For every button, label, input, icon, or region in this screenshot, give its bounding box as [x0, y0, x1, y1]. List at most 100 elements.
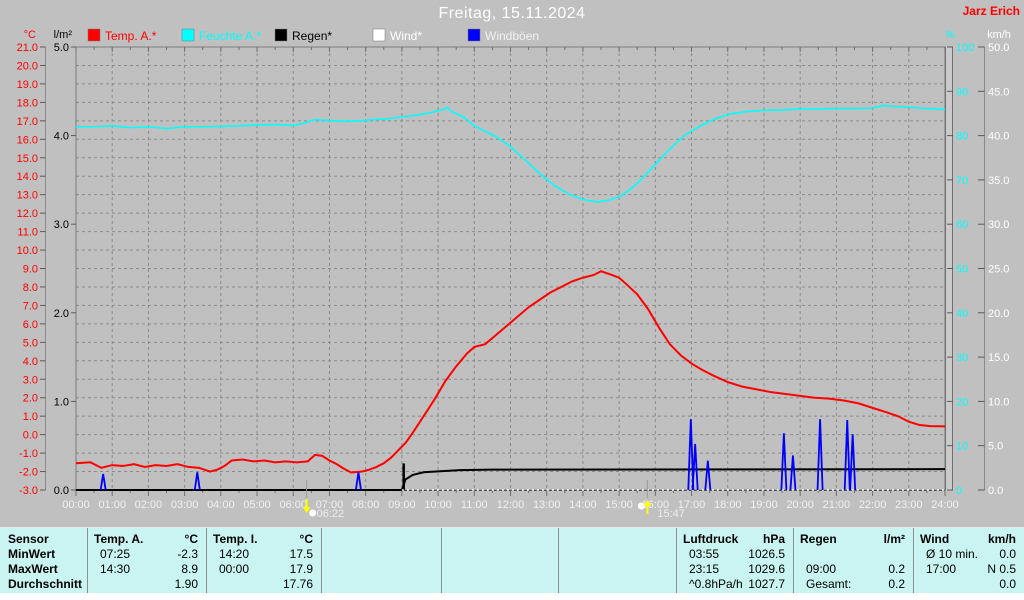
legend-label-2: Feuchte A.* — [199, 29, 261, 43]
humidity-axis-tick-label: 20 — [956, 396, 968, 408]
tempa-series-line — [75, 270, 946, 474]
table-row — [559, 562, 676, 577]
wind-gust-spike — [687, 419, 695, 491]
table-row — [559, 547, 676, 562]
wind-axis-tick-label: 30.0 — [988, 219, 1009, 231]
sunrise-marker-sun-icon — [309, 509, 317, 517]
table-row — [322, 532, 441, 547]
legend-swatch-1 — [87, 28, 101, 42]
humidity-axis-tick-label: 0 — [956, 485, 962, 497]
column-header: Wind — [920, 532, 950, 546]
cell-time: 03:55 — [689, 547, 720, 561]
temp-axis-tick-label: -2.0 — [19, 467, 38, 479]
column-unit: hPa — [762, 532, 785, 546]
table-row: 17.76 — [207, 577, 321, 592]
table-row: Temp. I. °C — [207, 532, 321, 547]
temp-axis-tick-label: 11.0 — [17, 227, 38, 239]
table-row: Gesamt: 0.2 — [794, 577, 913, 592]
table-row — [559, 532, 676, 547]
wind-axis-tick-label: 50.0 — [988, 42, 1009, 54]
sunrise-marker-icon — [302, 507, 311, 513]
x-axis-tick-label: 24:00 — [931, 499, 959, 511]
wind-gust-spike — [193, 472, 201, 491]
cell-time: 23:15 — [689, 562, 720, 576]
wind-axis-unit: km/h — [987, 29, 1011, 41]
x-axis-tick-label: 06:00 — [279, 499, 307, 511]
table-row: 09:00 0.2 — [794, 562, 913, 577]
temp-axis-tick-label: 8.0 — [23, 282, 38, 294]
wind-axis-tick-label: 5.0 — [988, 441, 1003, 453]
rain-axis-tick-label: 5.0 — [54, 42, 69, 54]
temp-axis-tick-label: 13.0 — [17, 190, 38, 202]
wind-gust-spike — [843, 419, 851, 491]
x-axis-tick-label: 11:00 — [461, 499, 488, 511]
cell-time: 00:00 — [219, 562, 250, 576]
row-label: MaxWert — [8, 562, 58, 576]
summary-table: Sensor MinWert MaxWert Durchschnitt Temp. A.… — [0, 527, 1024, 594]
wind-axis-tick-label: 25.0 — [988, 264, 1009, 276]
table-column — [442, 528, 559, 594]
table-row — [442, 562, 558, 577]
sunset-marker-sun-icon — [637, 502, 645, 510]
cell-value: 1029.6 — [748, 562, 785, 576]
cell-value: 0.0 — [999, 547, 1016, 561]
legend-label-3: Regen* — [292, 29, 332, 43]
wind-gust-spike — [691, 443, 699, 491]
temp-axis-tick-label: 1.0 — [23, 411, 38, 423]
table-row — [442, 532, 558, 547]
humidity-axis-tick-label: 10 — [956, 441, 968, 453]
wind-gust-spike — [704, 460, 712, 491]
x-axis-tick-label: 01:00 — [98, 499, 126, 511]
cell-time: Gesamt: — [806, 577, 852, 591]
cell-time: 09:00 — [806, 562, 837, 576]
table-row: Durchschnitt — [0, 577, 87, 592]
wind-gust-spike — [849, 434, 857, 491]
cell-value: 1.90 — [174, 577, 198, 591]
row-label: Durchschnitt — [8, 577, 83, 591]
temp-axis-tick-label: 14.0 — [17, 171, 38, 183]
wind-axis-tick-label: 10.0 — [988, 396, 1009, 408]
rain-axis-unit: l/m² — [54, 29, 73, 41]
temp-axis-tick-label: 9.0 — [23, 264, 38, 276]
temp-axis-tick-label: 3.0 — [23, 374, 38, 386]
wind-gust-spike — [816, 419, 824, 491]
humidity-axis-tick-label: 60 — [956, 219, 968, 231]
x-axis-tick-label: 12:00 — [497, 499, 525, 511]
temp-axis-tick-label: 4.0 — [23, 356, 38, 368]
table-row: 03:55 1026.5 — [677, 547, 793, 562]
temp-axis-tick-label: 12.0 — [17, 208, 38, 220]
x-axis-tick-label: 08:00 — [352, 499, 380, 511]
x-axis-tick-label: 23:00 — [895, 499, 923, 511]
rain-axis-tick-label: 2.0 — [54, 308, 69, 320]
humidity-axis-tick-label: 80 — [956, 131, 968, 143]
table-row: Temp. A. °C — [88, 532, 206, 547]
table-column: Regen l/m² 09:00 0.2 Gesamt: 0.2 — [794, 528, 914, 594]
cell-time: 17:00 — [926, 562, 957, 576]
x-axis-tick-label: 13:00 — [533, 499, 561, 511]
table-row: Ø 10 min. 0.0 — [914, 547, 1024, 562]
cell-time: ^0.8hPa/h — [689, 577, 743, 591]
table-row: 07:25 -2.3 — [88, 547, 206, 562]
wind-axis-tick-label: 15.0 — [988, 352, 1009, 364]
wind-gust-spike — [789, 455, 797, 491]
x-axis-tick-label: 02:00 — [135, 499, 163, 511]
x-axis-tick-label: 19:00 — [750, 499, 778, 511]
cell-value: 17.9 — [289, 562, 313, 576]
table-row: MinWert — [0, 547, 87, 562]
cell-value: 8.9 — [181, 562, 198, 576]
x-axis-tick-label: 17:00 — [678, 499, 706, 511]
temp-axis-tick-label: -3.0 — [19, 485, 38, 497]
wind-gust-spike — [780, 433, 788, 491]
column-unit: l/m² — [883, 532, 905, 546]
bottom-strip — [0, 593, 1024, 600]
temp-axis-tick-label: 7.0 — [23, 300, 38, 312]
column-unit: °C — [184, 532, 198, 546]
cell-value: 17.76 — [282, 577, 313, 591]
temp-axis-tick-label: 18.0 — [17, 97, 38, 109]
x-axis-tick-label: 20:00 — [786, 499, 814, 511]
table-row — [322, 562, 441, 577]
wind-axis-tick-label: 40.0 — [988, 131, 1009, 143]
cell-value: 1026.5 — [748, 547, 785, 561]
sunset-marker-icon — [643, 500, 652, 506]
table-row — [322, 547, 441, 562]
